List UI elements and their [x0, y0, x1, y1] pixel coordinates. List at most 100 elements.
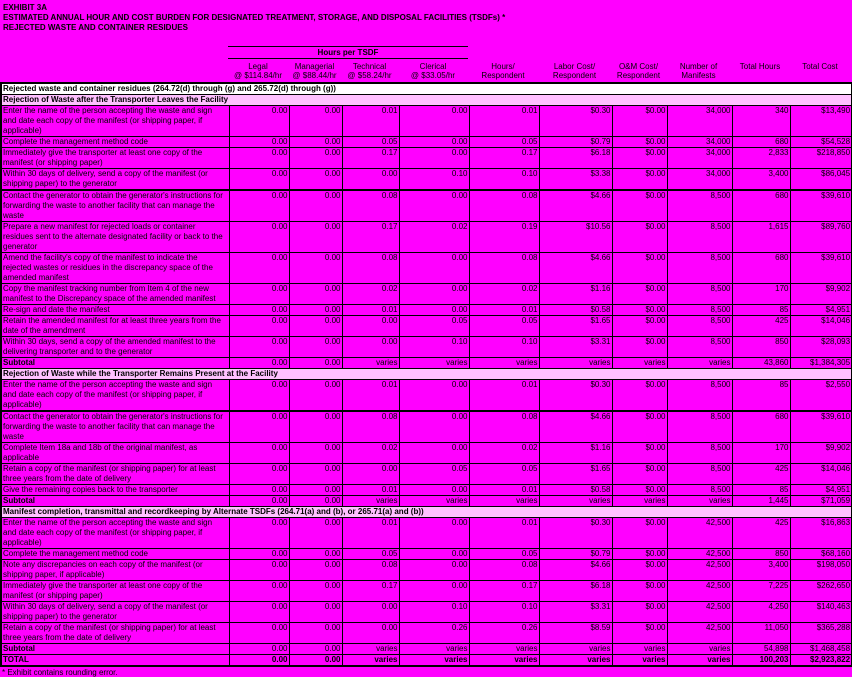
value-cell: $0.30	[538, 517, 613, 549]
row-label: Within 30 days of delivery, send a copy …	[0, 168, 230, 190]
value-cell: 0.00	[228, 559, 290, 581]
value-cell: 0.01	[468, 484, 540, 496]
value-cell: 85	[731, 484, 791, 496]
section-header-row: Manifest completion, transmittal and rec…	[0, 506, 852, 518]
value-cell: $198,050	[789, 559, 852, 581]
column-header: Technical @ $58.24/hr	[347, 62, 392, 80]
value-cell: $0.00	[611, 517, 668, 549]
value-cell: $365,288	[789, 622, 852, 644]
value-cell: 4,250	[731, 601, 791, 623]
value-cell: $0.00	[611, 136, 668, 148]
value-cell: 0.00	[228, 484, 290, 496]
column-header: Clerical @ $33.05/hr	[410, 62, 456, 80]
value-cell: $0.00	[611, 379, 668, 411]
subtotal-row: Subtotal 0.00 0.00 varies varies varies varies…	[0, 643, 852, 655]
value-cell: 0.00	[228, 168, 290, 190]
value-cell: 34,000	[666, 136, 733, 148]
value-cell: $71,059	[789, 495, 852, 507]
value-cell: $140,463	[789, 601, 852, 623]
value-cell: $14,046	[789, 463, 852, 485]
value-cell: 3,400	[731, 559, 791, 581]
value-cell: 0.00	[288, 495, 343, 507]
header-spacer	[0, 46, 228, 59]
row-label: TOTAL	[0, 654, 230, 667]
value-cell: 0.00	[228, 336, 290, 358]
value-cell: 1,615	[731, 221, 791, 253]
value-cell: 340	[731, 105, 791, 137]
value-cell: varies	[341, 357, 400, 369]
value-cell: 0.00	[288, 548, 343, 560]
value-cell: 0.05	[341, 548, 400, 560]
row-label: Retain a copy of the manifest (or shippi…	[0, 463, 230, 485]
value-cell: $218,850	[789, 147, 852, 169]
value-cell: 0.00	[228, 379, 290, 411]
value-cell: $6.18	[538, 580, 613, 602]
value-cell: varies	[468, 495, 540, 507]
table-row: Note any discrepancies on each copy of t…	[0, 559, 852, 581]
value-cell: 0.00	[398, 411, 470, 443]
value-cell: $0.58	[538, 484, 613, 496]
value-cell: $0.30	[538, 105, 613, 137]
value-cell: $9,902	[789, 442, 852, 464]
value-cell: 0.00	[288, 411, 343, 443]
table-row: Give the remaining copies back to the tr…	[0, 484, 852, 496]
value-cell: $0.00	[611, 105, 668, 137]
value-cell: $0.00	[611, 559, 668, 581]
value-cell: 8,500	[666, 379, 733, 411]
value-cell: 43,860	[731, 357, 791, 369]
value-cell: 0.00	[228, 283, 290, 305]
value-cell: 0.00	[288, 463, 343, 485]
table-row: Immediately give the transporter at leas…	[0, 147, 852, 169]
value-cell: 7,225	[731, 580, 791, 602]
value-cell: 8,500	[666, 304, 733, 316]
value-cell: 0.10	[468, 168, 540, 190]
exhibit-titles: EXHIBIT 3A ESTIMATED ANNUAL HOUR AND COS…	[0, 0, 852, 33]
value-cell: $0.00	[611, 252, 668, 284]
value-cell: 0.00	[398, 484, 470, 496]
value-cell: 0.00	[341, 168, 400, 190]
value-cell: $1.65	[538, 463, 613, 485]
value-cell: 0.08	[341, 252, 400, 284]
value-cell: 85	[731, 304, 791, 316]
value-cell: 0.00	[288, 105, 343, 137]
value-cell: 0.00	[288, 654, 343, 667]
value-cell: 0.02	[468, 442, 540, 464]
column-header: Total Hours	[739, 62, 781, 71]
row-label: Re-sign and date the manifest	[0, 304, 230, 316]
value-cell: 0.01	[468, 517, 540, 549]
row-label: Subtotal	[0, 357, 230, 369]
value-cell: 0.00	[228, 517, 290, 549]
value-cell: $39,610	[789, 190, 852, 222]
value-cell: 0.17	[341, 147, 400, 169]
value-cell: varies	[611, 495, 668, 507]
value-cell: $6.18	[538, 147, 613, 169]
row-label: Enter the name of the person accepting t…	[0, 517, 230, 549]
value-cell: $4.66	[538, 559, 613, 581]
value-cell: 0.00	[288, 517, 343, 549]
value-cell: varies	[538, 643, 613, 655]
table-row: Immediately give the transporter at leas…	[0, 580, 852, 602]
value-cell: 0.00	[228, 315, 290, 337]
value-cell: $28,093	[789, 336, 852, 358]
value-cell: 3,400	[731, 168, 791, 190]
section-header-row-cell: Rejection of Waste while the Transporter…	[0, 368, 852, 380]
value-cell: 0.02	[341, 283, 400, 305]
row-label: Subtotal	[0, 495, 230, 507]
table-footnote: * Exhibit contains rounding error.	[2, 668, 118, 677]
total-row: TOTAL 0.00 0.00 varies varies varies varies var…	[0, 654, 852, 667]
value-cell: 0.01	[341, 105, 400, 137]
value-cell: 0.00	[398, 252, 470, 284]
exhibit-title: ESTIMATED ANNUAL HOUR AND COST BURDEN FO…	[3, 13, 506, 22]
value-cell: $0.00	[611, 463, 668, 485]
value-cell: 8,500	[666, 252, 733, 284]
value-cell: 0.00	[288, 252, 343, 284]
subtotal-row: Subtotal 0.00 0.00 varies varies varies varies…	[0, 495, 852, 507]
value-cell: 0.00	[341, 336, 400, 358]
value-cell: 0.00	[228, 463, 290, 485]
value-cell: 0.00	[228, 105, 290, 137]
section-header-row-cell: Manifest completion, transmittal and rec…	[0, 506, 852, 518]
table-row: Within 30 days of delivery, send a copy …	[0, 168, 852, 190]
row-label: Amend the facility's copy of the manifes…	[0, 252, 230, 284]
value-cell: 0.10	[398, 168, 470, 190]
